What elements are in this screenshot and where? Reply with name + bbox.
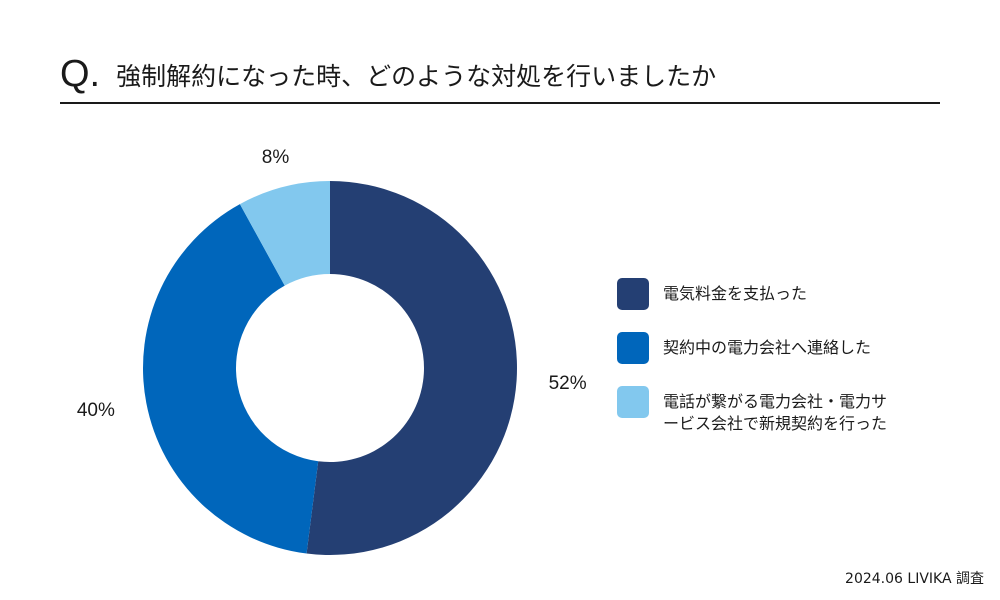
donut-slice-2 xyxy=(143,204,319,554)
source-credit: 2024.06 LIVIKA 調査 xyxy=(845,571,984,587)
legend-item-3: 電話が繋がる電力会社・電力サ ービス会社で新規契約を行った xyxy=(617,386,947,435)
donut-slice-3 xyxy=(239,181,330,286)
slice-label-2: 40% xyxy=(77,400,115,421)
legend-item-2: 契約中の電力会社へ連絡した xyxy=(617,332,947,364)
question-mark-label: Q. xyxy=(60,53,101,95)
legend-swatch xyxy=(617,278,649,310)
legend-label: 電気料金を支払った xyxy=(663,284,808,303)
legend-label: 電話が繋がる電力会社・電力サ ービス会社で新規契約を行った xyxy=(663,392,888,433)
legend: 電気料金を支払った契約中の電力会社へ連絡した電話が繋がる電力会社・電力サ ービス会… xyxy=(617,278,947,457)
legend-label: 契約中の電力会社へ連絡した xyxy=(663,338,872,357)
chart-title: Q. 強制解約になった時、どのような対処を行いましたか xyxy=(60,44,716,94)
legend-swatch xyxy=(617,386,649,418)
donut-slice-1 xyxy=(306,181,517,555)
slice-label-3: 8% xyxy=(262,147,290,168)
legend-swatch xyxy=(617,332,649,364)
legend-item-1: 電気料金を支払った xyxy=(617,278,947,310)
slice-label-1: 52% xyxy=(549,373,587,394)
title-divider xyxy=(60,102,940,104)
question-text: 強制解約になった時、どのような対処を行いましたか xyxy=(116,62,717,91)
